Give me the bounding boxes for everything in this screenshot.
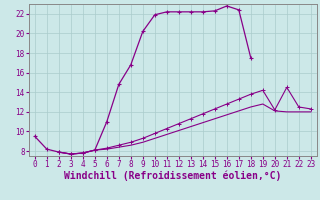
X-axis label: Windchill (Refroidissement éolien,°C): Windchill (Refroidissement éolien,°C) [64,171,282,181]
